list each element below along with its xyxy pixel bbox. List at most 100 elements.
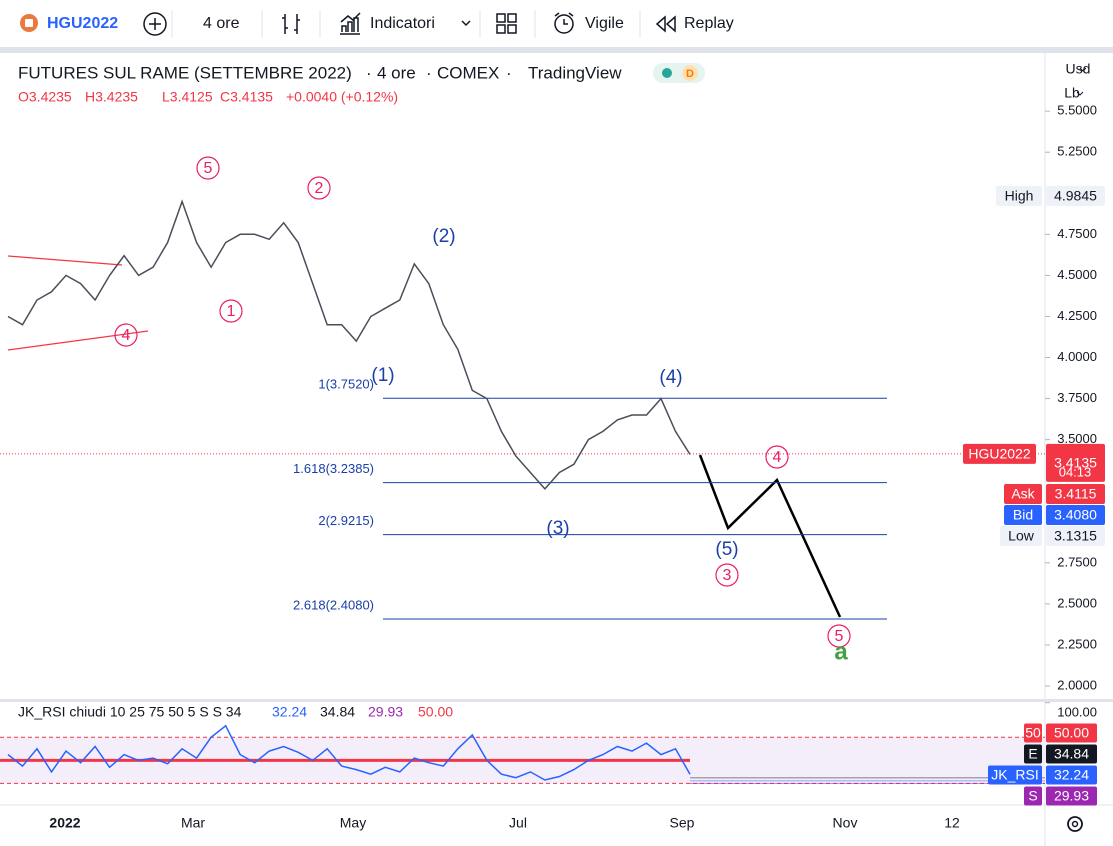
price-tick-label: 2.0000 [1057,677,1097,692]
price-tick-label: 5.5000 [1057,103,1097,118]
price-tick-label: 4.7500 [1057,226,1097,241]
unit-button[interactable]: Lb [1064,85,1080,101]
rsi-badge-value-box [1046,765,1097,785]
last-price-value-box [1046,443,1105,482]
rsi-badge-name: JK_RSI [991,767,1038,783]
rsi-badge-name: S [1028,788,1037,804]
price-tick-label: 4.0000 [1057,349,1097,364]
wave-label: 1 [227,303,236,320]
price-tick-label: 5.2500 [1057,144,1097,159]
rsi-tick-label: 100.00 [1057,704,1097,719]
wave-circle [219,299,243,323]
rsi-badge-name-box [1024,723,1042,743]
fib-level-label: 1(3.7520) [318,377,374,392]
alert-button[interactable]: Vigile [585,15,624,32]
rsi-badge-value: 29.93 [1054,788,1089,804]
wedge-drawing [7,255,149,351]
replay-icon[interactable] [655,15,676,33]
indicators-icon[interactable] [340,12,361,35]
rsi-badge-value: 50.00 [1054,725,1089,741]
rsi-title: JK_RSI chiudi 10 25 75 50 5 S S 34 [18,704,242,720]
marker-value: 3.4080 [1054,507,1097,523]
time-label: May [340,815,366,831]
rsi-badge-name-box [1024,744,1042,764]
rsi-badge-value: 34.84 [1054,746,1089,762]
rsi-badge-value: 32.24 [1054,767,1089,783]
marker-value: 4.9845 [1054,188,1097,204]
axis-chevrons [1076,67,1087,96]
wave-circle [307,176,331,200]
pane-divider [0,699,1113,702]
wave-circle [196,156,220,180]
legend-exchange: COMEX [437,63,499,82]
legend-source: TradingView [528,63,622,82]
wave-circle [827,624,851,648]
price-line [7,199,691,491]
symbol-button[interactable]: HGU2022 [47,15,118,32]
ohlc-readout: O3.4235 [18,89,72,105]
countdown: 04:13 [1059,464,1092,479]
marker-name-box [996,185,1042,206]
rsi-readout: 50.00 [418,704,453,720]
rsi-badge-value-box [1046,723,1097,743]
marker-name: Low [1008,528,1035,544]
indicators-button[interactable]: Indicatori [370,15,435,32]
rsi-badge-name-box [1024,786,1042,806]
marker-name-box [1004,484,1042,504]
toolbar-separators [171,10,641,38]
settings-icon-center [1071,820,1079,828]
settings-button[interactable] [1067,816,1083,832]
interval-button[interactable]: 4 ore [203,15,240,32]
wave-circle [715,563,739,587]
marker-name-box [1000,526,1042,546]
add-symbol-button[interactable] [143,12,167,36]
delay-flag: D [686,68,694,80]
rsi-badge-name: E [1028,746,1037,762]
separator: · [366,63,372,82]
last-price-value: 3.4135 [1054,455,1097,471]
wave-label: 5 [835,628,844,645]
wave-label: 2 [315,180,324,197]
wave-label: 4 [773,449,782,466]
rsi-readout: 29.93 [368,704,403,720]
last-price-name-box [963,443,1036,464]
wave-circle [114,323,138,347]
marker-name: Ask [1011,486,1035,502]
ohlc-readout: L3.4125 [162,89,213,105]
wave-label: 5 [204,160,213,177]
indicators-chevron[interactable] [461,20,471,27]
replay-button[interactable]: Replay [684,15,734,32]
time-label: Nov [833,815,858,831]
wave-label: 3 [723,567,732,584]
time-label: Sep [670,815,695,831]
separator: · [426,63,432,82]
wave-label: (5) [715,539,738,560]
time-label: 2022 [49,815,80,831]
fib-level-label: 2.618(2.4080) [293,597,374,612]
marker-name: Bid [1013,507,1033,523]
rsi-badge-name: 50 [1025,725,1041,741]
delay-badge [682,65,698,81]
symbol-icon-glyph [25,19,33,27]
fib-level-label: 1.618(3.2385) [293,461,374,476]
rsi-readout: 32.24 [272,704,307,720]
currency-button[interactable]: Usd [1066,61,1091,77]
wave-label: a [834,638,848,665]
marker-value: 3.4115 [1055,486,1097,502]
rsi-readout: 34.84 [320,704,355,720]
rsi-badge-name-box [988,765,1042,785]
add-icon [149,18,161,30]
chart-type-button[interactable] [282,14,300,34]
price-tick-label: 4.5000 [1057,267,1097,282]
price-tick-label: 2.5000 [1057,595,1097,610]
separator: · [506,63,512,82]
price-tick-label: 2.7500 [1057,554,1097,569]
templates-button[interactable] [496,13,517,34]
wave-label: (1) [371,365,394,386]
alert-icon[interactable] [554,14,574,34]
marker-name: High [1005,188,1034,204]
ohlc-readout: +0.0040 (+0.12%) [286,89,398,105]
price-tick-label: 2.2500 [1057,636,1097,651]
marker-value-box [1046,484,1105,504]
